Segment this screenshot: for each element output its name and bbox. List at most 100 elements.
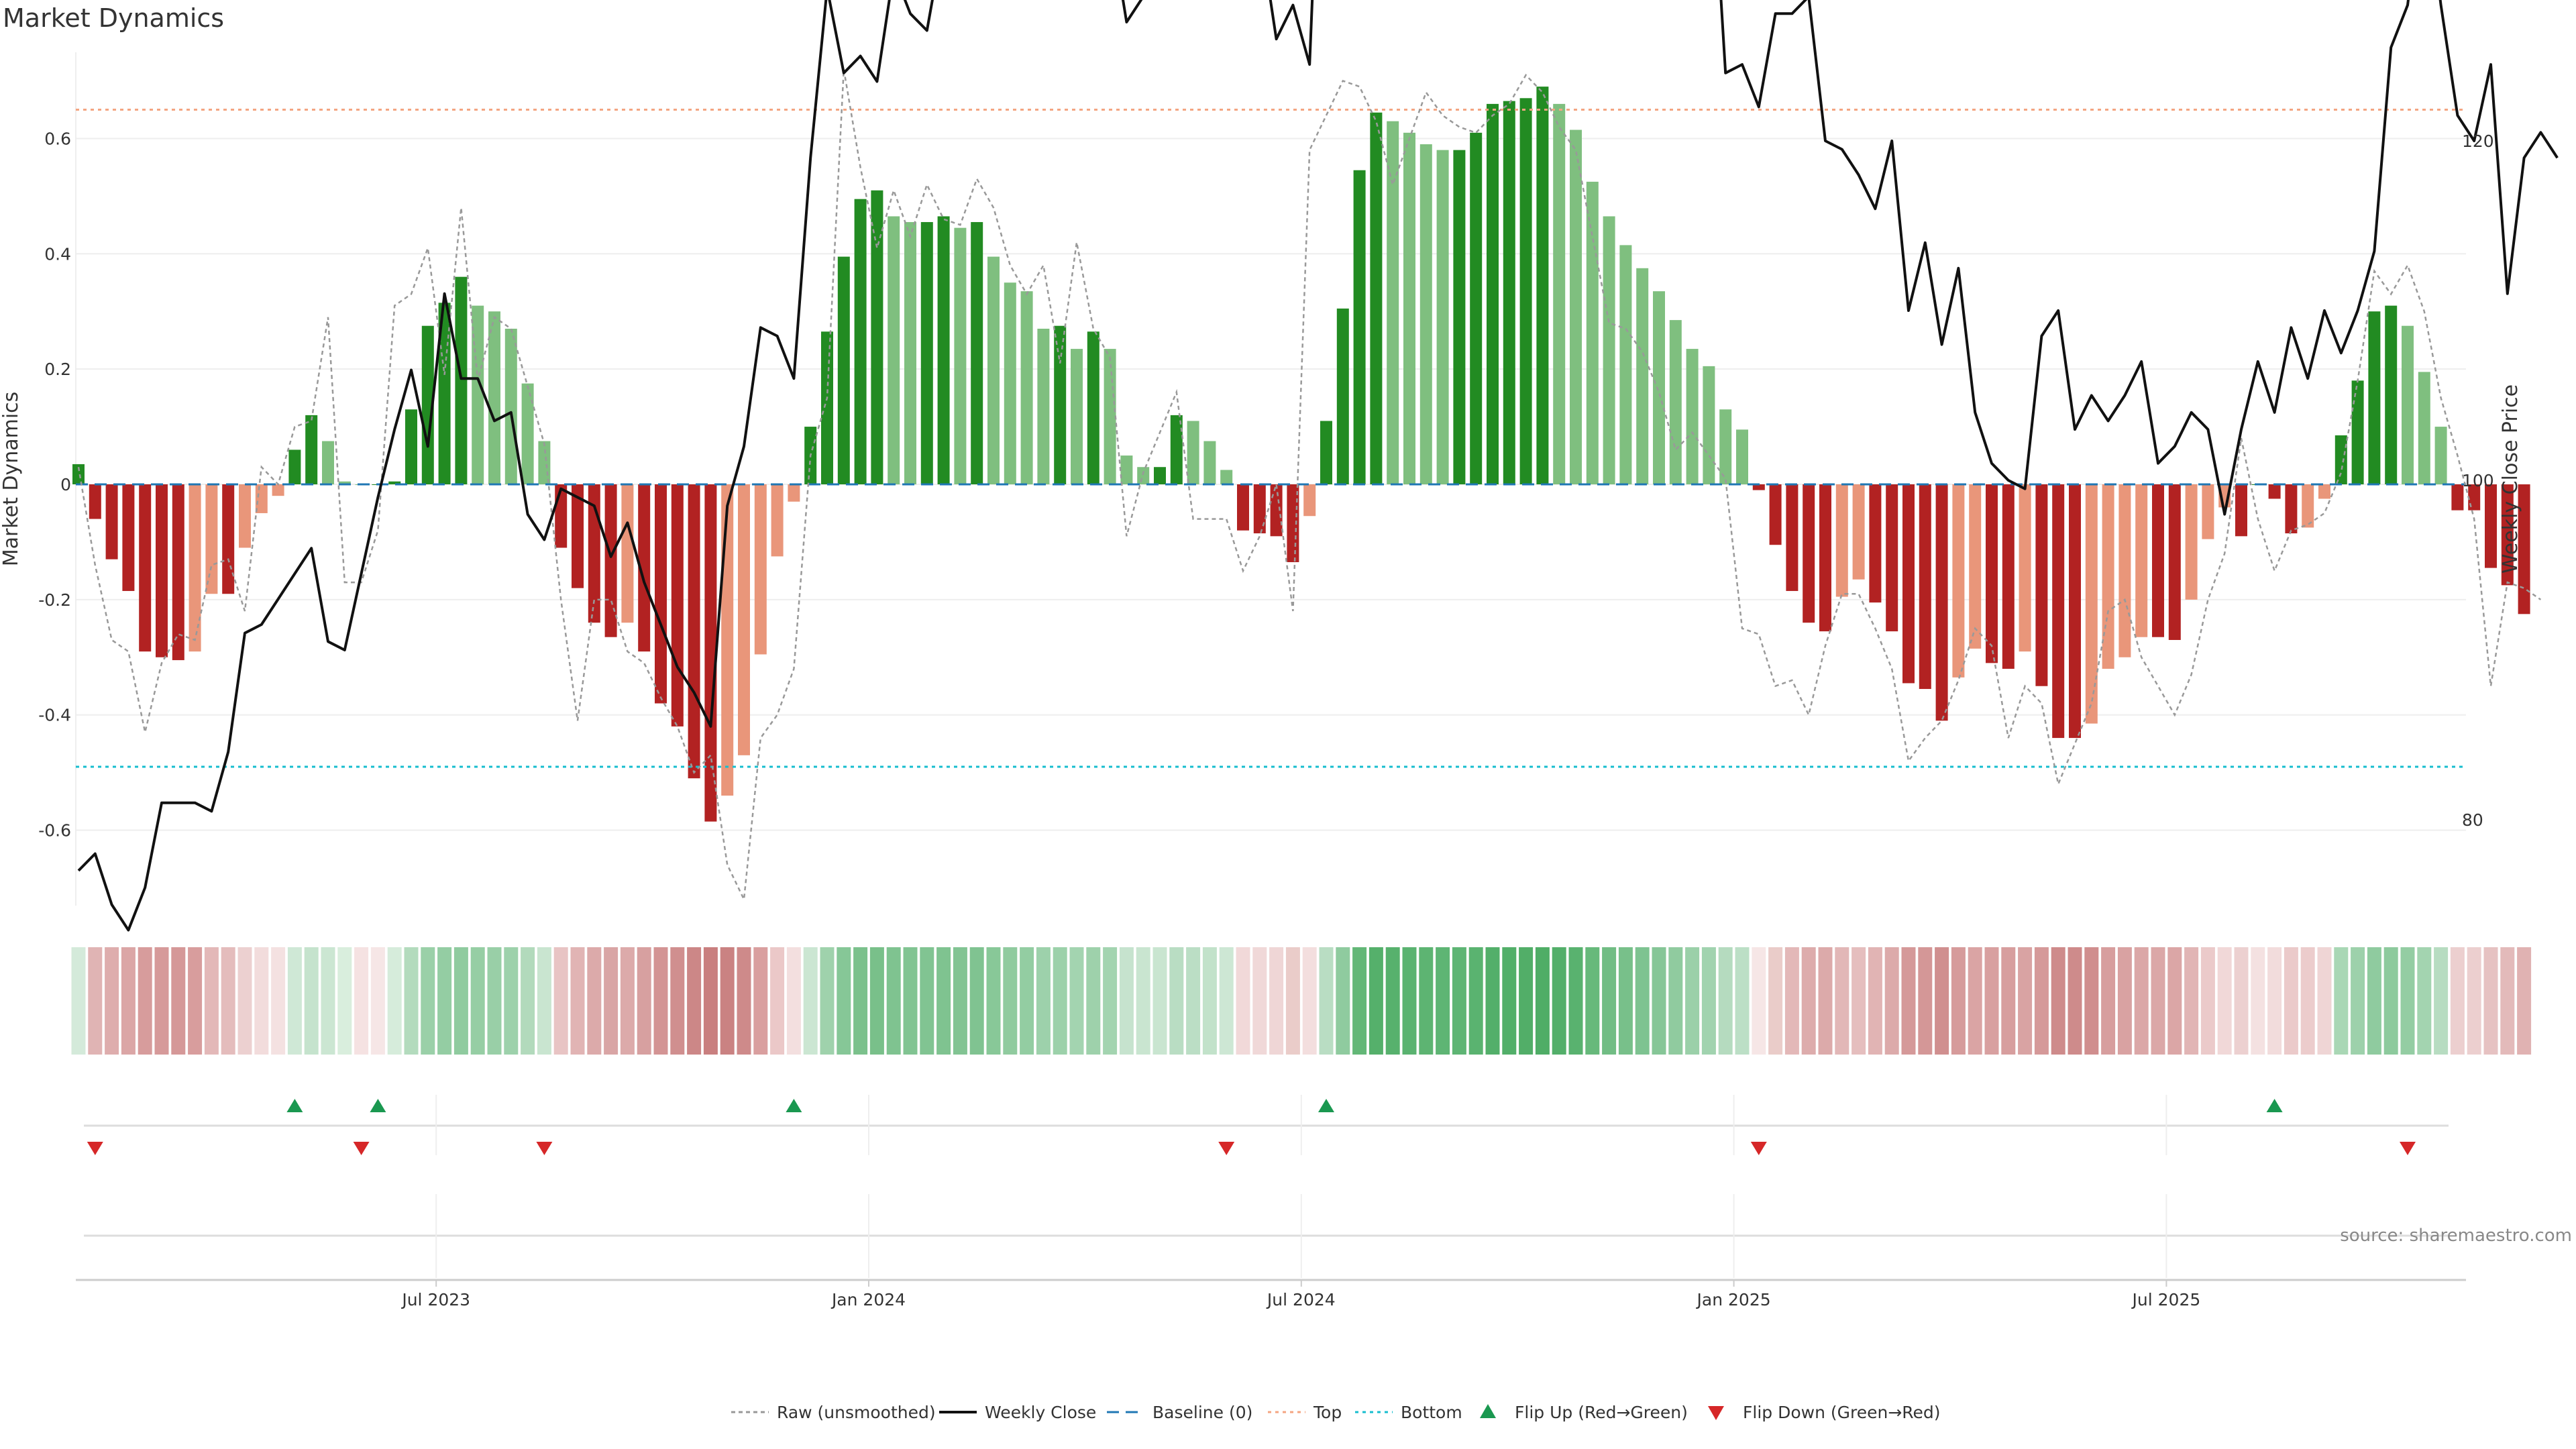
regime-cell <box>321 947 335 1055</box>
bar <box>421 325 434 484</box>
bar <box>1852 484 1865 580</box>
bar <box>239 484 251 548</box>
legend-label: Flip Down (Green→Red) <box>1743 1403 1941 1422</box>
legend-label: Baseline (0) <box>1152 1403 1252 1422</box>
regime-cell <box>820 947 835 1055</box>
bar <box>1586 181 1599 484</box>
bar <box>1287 484 1299 562</box>
bar <box>72 464 85 484</box>
regime-cell <box>1319 947 1334 1055</box>
legend: Raw (unsmoothed) Weekly Close Baseline (0)… <box>731 1403 1941 1422</box>
bar <box>1187 421 1199 484</box>
bar <box>2418 372 2430 484</box>
bar <box>405 409 417 484</box>
bar <box>754 484 767 655</box>
bar <box>1719 409 1732 484</box>
legend-item-raw: Raw (unsmoothed) <box>731 1403 936 1422</box>
regime-cell <box>953 947 967 1055</box>
bar <box>2168 484 2181 640</box>
bar <box>1752 484 1765 490</box>
bar <box>2202 484 2214 539</box>
regime-cell <box>154 947 169 1055</box>
bar <box>388 481 401 484</box>
bar <box>2501 484 2514 586</box>
bar <box>1104 349 1116 484</box>
bar <box>1653 291 1665 484</box>
bar <box>904 222 916 484</box>
bar <box>671 484 684 727</box>
regime-cell <box>1152 947 1167 1055</box>
left-tick-label: 0.4 <box>44 244 71 264</box>
bar <box>1669 320 1682 484</box>
legend-swatch <box>1708 1406 1724 1420</box>
bar <box>1519 98 1532 485</box>
regime-cell <box>2417 947 2432 1055</box>
regime-cell <box>2517 947 2532 1055</box>
regime-cell <box>421 947 435 1055</box>
regime-cell <box>237 947 252 1055</box>
regime-cell <box>387 947 402 1055</box>
bar <box>272 484 284 496</box>
regime-cell <box>521 947 535 1055</box>
bar <box>2185 484 2198 600</box>
regime-cell <box>404 947 419 1055</box>
regime-cell <box>2367 947 2381 1055</box>
bar <box>2035 484 2048 686</box>
bar <box>688 484 700 779</box>
bar <box>1403 132 1415 485</box>
x-tick-label: Jan 2025 <box>1696 1290 1771 1309</box>
bar <box>2451 484 2464 511</box>
regime-cell <box>1635 947 1650 1055</box>
regime-cell <box>553 947 568 1055</box>
bar <box>1503 101 1515 484</box>
regime-cell <box>537 947 551 1055</box>
bar <box>139 484 152 652</box>
bar <box>1037 329 1050 484</box>
regime-cell <box>2001 947 2016 1055</box>
series-lines <box>77 0 2559 932</box>
bar <box>1886 484 1898 632</box>
bar <box>2468 484 2481 511</box>
bar <box>488 311 500 484</box>
regime-cell <box>1652 947 1666 1055</box>
regime-cell <box>1419 947 1434 1055</box>
bar <box>1786 484 1799 591</box>
bar <box>1270 484 1283 537</box>
regime-cell <box>653 947 668 1055</box>
regime-cell <box>121 947 136 1055</box>
market-dynamics-bars <box>72 87 2530 822</box>
regime-cell <box>1851 947 1866 1055</box>
regime-cell <box>1020 947 1034 1055</box>
regime-cell <box>2018 947 2033 1055</box>
bar <box>572 484 584 588</box>
regime-cell <box>437 947 452 1055</box>
bar <box>2485 484 2497 568</box>
regime-cell <box>504 947 519 1055</box>
bar <box>2385 305 2398 484</box>
bar <box>2102 484 2114 669</box>
bar <box>1919 484 1931 690</box>
regime-cell <box>2483 947 2498 1055</box>
regime-cell <box>204 947 219 1055</box>
regime-cell <box>2051 947 2065 1055</box>
bar <box>1336 308 1349 484</box>
bar <box>871 190 883 484</box>
regime-cell <box>2034 947 2049 1055</box>
regime-cell <box>1984 947 1999 1055</box>
regime-cell <box>1285 947 1300 1055</box>
regime-cell <box>1901 947 1916 1055</box>
bar <box>2518 484 2530 614</box>
flip-down-marker <box>1750 1142 1767 1155</box>
flip-up-marker <box>286 1099 303 1112</box>
bar <box>721 484 734 796</box>
regime-cell <box>637 947 651 1055</box>
regime-cell <box>587 947 602 1055</box>
legend-item-top: Top <box>1268 1403 1342 1422</box>
regime-cell <box>2101 947 2116 1055</box>
regime-cell <box>1468 947 1483 1055</box>
left-tick-label: -0.2 <box>38 590 71 610</box>
bar <box>1203 441 1216 484</box>
x-tick-label: Jan 2024 <box>830 1290 906 1309</box>
regime-cell <box>2383 947 2398 1055</box>
regime-cell <box>969 947 984 1055</box>
